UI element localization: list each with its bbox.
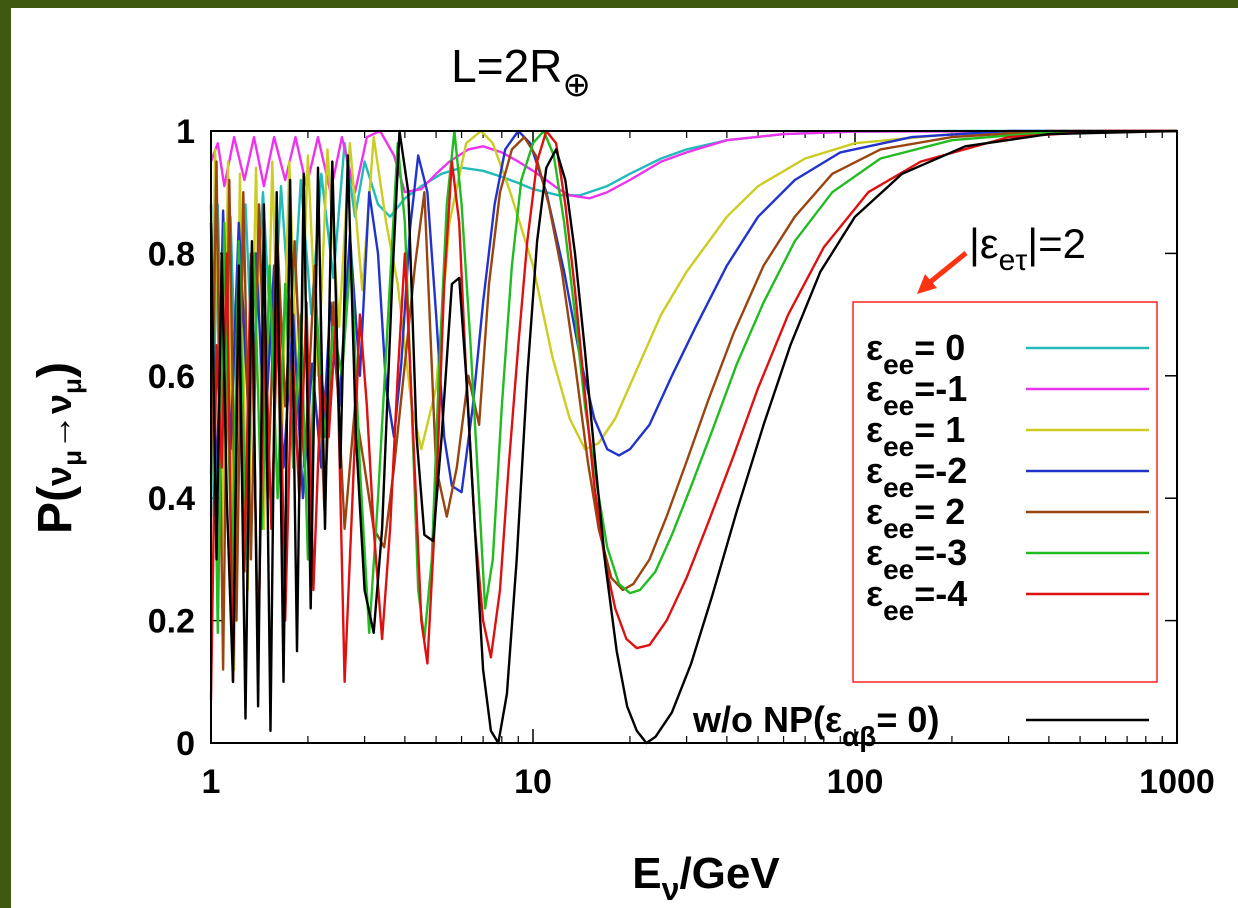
plot-border <box>210 130 1178 744</box>
x-tick-label: 1 <box>202 763 221 801</box>
y-tick-label: 1 <box>176 113 195 151</box>
series-line-1 <box>209 129 1178 200</box>
legend-box <box>852 301 1158 683</box>
x-axis-label: Eν/GeV <box>632 849 780 907</box>
legend-label-6: εee=-4 <box>866 573 967 626</box>
y-tick-label: 0.4 <box>148 480 195 518</box>
y-axis-label: P(νμ→νμ) <box>29 362 87 534</box>
legend-label-0: εee= 0 <box>866 327 965 380</box>
x-tick-label: 100 <box>827 763 884 801</box>
chart-svg: L=2R⊕ Eν/GeV P(νμ→νμ) 0 0.2 0.4 0.6 0.8 1 1 10 1… <box>29 40 1215 907</box>
legend-label-2: εee= 1 <box>866 409 965 462</box>
legend-label-1: εee=-1 <box>866 368 967 421</box>
x-tick-label: 1000 <box>1139 763 1215 801</box>
x-tick-label: 10 <box>514 763 552 801</box>
y-tick-label: 0.2 <box>148 603 195 641</box>
y-tick-label: 0.6 <box>148 358 195 396</box>
y-tick-label: 0 <box>176 725 195 763</box>
axis-ticks: 0 0.2 0.4 0.6 0.8 1 1 10 100 1000 <box>148 113 1215 801</box>
legend-label-7: w/o NP(εαβ= 0) <box>692 699 939 752</box>
series-lines <box>209 129 1178 745</box>
legend-label-3: εee=-2 <box>866 450 967 503</box>
legend-label-5: εee=-3 <box>866 532 967 585</box>
annotation-arrow-head <box>917 274 937 294</box>
legend-label-4: εee= 2 <box>866 491 965 544</box>
annotation-eps-etau: |εeτ|=2 <box>969 220 1086 277</box>
chart-title: L=2R⊕ <box>451 40 591 104</box>
chart-frame: L=2R⊕ Eν/GeV P(νμ→νμ) 0 0.2 0.4 0.6 0.8 1 1 10 1… <box>11 8 1238 908</box>
series-line-7 <box>209 129 1178 745</box>
y-tick-label: 0.8 <box>148 235 195 273</box>
annotation-arrow-shaft <box>927 251 968 285</box>
